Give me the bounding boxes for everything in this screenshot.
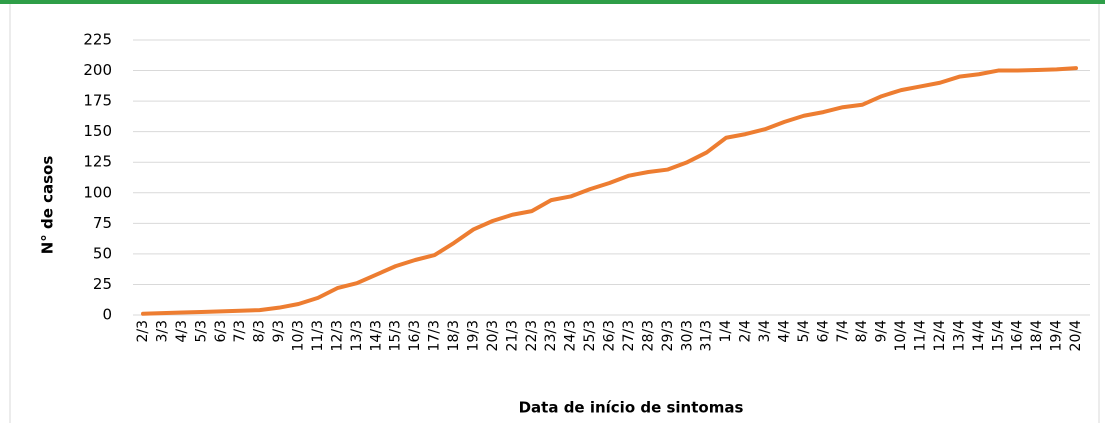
x-tick-label: 12/3 xyxy=(329,320,345,351)
x-tick-label: 26/3 xyxy=(602,320,618,351)
x-tick-label: 4/4 xyxy=(776,320,792,343)
x-tick-label: 16/4 xyxy=(1010,320,1026,352)
x-tick-label: 9/4 xyxy=(874,320,890,343)
y-tick-label: 225 xyxy=(83,31,112,49)
x-tick-label: 11/4 xyxy=(913,320,929,352)
x-tick-label: 30/3 xyxy=(679,320,695,351)
y-tick-label: 25 xyxy=(93,275,112,293)
x-tick-label: 5/3 xyxy=(193,320,209,343)
y-tick-label: 75 xyxy=(93,214,112,232)
x-tick-label: 14/4 xyxy=(971,320,987,352)
x-tick-label: 13/4 xyxy=(951,320,967,352)
data-line xyxy=(141,66,1078,316)
x-tick-label: 15/3 xyxy=(388,320,404,351)
y-tick-label: 175 xyxy=(83,92,112,110)
x-tick-label: 7/4 xyxy=(835,320,851,343)
x-tick-label: 8/3 xyxy=(252,320,268,343)
x-tick-label: 1/4 xyxy=(718,320,734,343)
x-tick-label: 20/3 xyxy=(485,320,501,351)
x-tick-label: 2/4 xyxy=(738,320,754,343)
x-tick-label: 3/3 xyxy=(154,320,170,343)
x-tick-label: 19/4 xyxy=(1049,320,1065,352)
x-tick-label: 6/4 xyxy=(815,320,831,343)
x-tick-label: 10/4 xyxy=(893,320,909,352)
x-tick-label: 20/4 xyxy=(1068,320,1084,352)
x-tick-label: 18/3 xyxy=(446,320,462,351)
x-tick-label: 16/3 xyxy=(407,320,423,351)
y-tick-label: 100 xyxy=(83,183,112,201)
x-tick-label: 14/3 xyxy=(368,320,384,351)
x-tick-label: 4/3 xyxy=(174,320,190,343)
y-tick-label: 0 xyxy=(102,306,112,324)
x-tick-label: 29/3 xyxy=(660,320,676,351)
y-tick-label: 150 xyxy=(83,122,112,140)
x-tick-label: 6/3 xyxy=(213,320,229,343)
x-tick-label: 18/4 xyxy=(1029,320,1045,352)
x-tick-label: 9/3 xyxy=(271,320,287,343)
x-tick-label: 3/4 xyxy=(757,320,773,343)
x-tick-label: 5/4 xyxy=(796,320,812,343)
x-tick-label: 8/4 xyxy=(854,320,870,343)
x-tick-label: 17/3 xyxy=(427,320,443,351)
y-tick-label: 125 xyxy=(83,153,112,171)
x-tick-label: 28/3 xyxy=(640,320,656,351)
top-bar xyxy=(0,0,1105,4)
x-tick-label: 27/3 xyxy=(621,320,637,351)
x-tick-label: 7/3 xyxy=(232,320,248,343)
y-axis-title: N° de casos xyxy=(39,156,57,255)
x-axis-title: Data de início de sintomas xyxy=(519,399,744,417)
x-tick-label: 23/3 xyxy=(543,320,559,351)
x-tick-label: 15/4 xyxy=(990,320,1006,352)
y-tick-label: 50 xyxy=(93,244,112,262)
x-tick-label: 10/3 xyxy=(291,320,307,351)
x-tick-label: 2/3 xyxy=(135,320,151,343)
x-tick-label: 24/3 xyxy=(563,320,579,351)
x-tick-label: 21/3 xyxy=(504,320,520,351)
x-tick-label: 25/3 xyxy=(582,320,598,351)
x-tick-label: 11/3 xyxy=(310,320,326,351)
x-tick-label: 31/3 xyxy=(699,320,715,351)
x-tick-label: 19/3 xyxy=(465,320,481,351)
x-tick-label: 13/3 xyxy=(349,320,365,351)
x-tick-label: 12/4 xyxy=(932,320,948,352)
x-tick-label: 22/3 xyxy=(524,320,540,351)
y-tick-label: 200 xyxy=(83,61,112,79)
